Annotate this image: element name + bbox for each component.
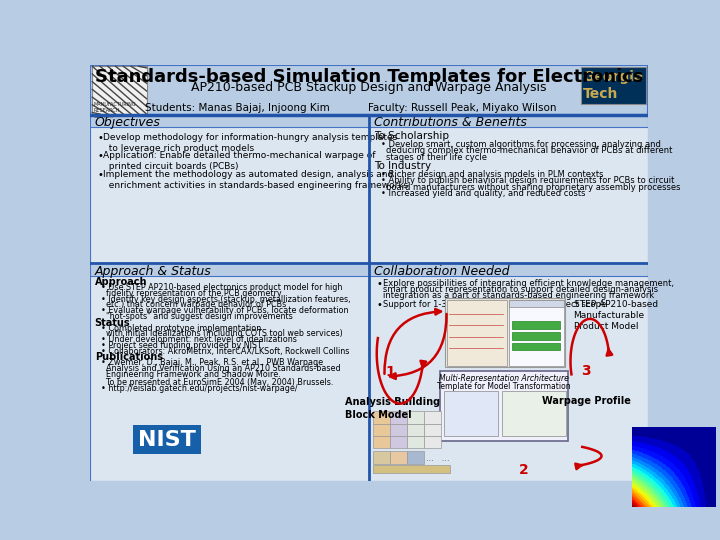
Bar: [424, 436, 441, 448]
Text: •: •: [98, 132, 104, 143]
Bar: [424, 423, 441, 436]
Bar: [407, 451, 424, 464]
Bar: [407, 423, 424, 436]
Bar: [581, 67, 646, 104]
Bar: [390, 451, 407, 464]
Text: • Richer design and analysis models in PLM contexts: • Richer design and analysis models in P…: [382, 170, 604, 179]
Text: • http://eislab.gatech.edu/projects/nist-warpage/: • http://eislab.gatech.edu/projects/nist…: [96, 383, 298, 393]
Bar: [369, 264, 648, 481]
Text: • Increased yield and quality, and reduced costs: • Increased yield and quality, and reduc…: [382, 189, 586, 198]
Bar: [369, 115, 648, 127]
Text: • Identify key design aspects (stackup, metallization features,: • Identify key design aspects (stackup, …: [96, 295, 351, 303]
Bar: [90, 65, 648, 115]
Text: etc.) that concern warpage behavior of PCBs: etc.) that concern warpage behavior of P…: [96, 300, 287, 309]
Text: 1: 1: [386, 365, 395, 379]
Text: Application: Enable detailed thermo-mechanical warpage of
  printed circuit boar: Application: Enable detailed thermo-mech…: [103, 151, 376, 171]
Text: 3: 3: [581, 363, 591, 377]
Bar: [90, 115, 369, 264]
Bar: [512, 321, 560, 329]
Bar: [503, 392, 566, 436]
Bar: [369, 264, 648, 276]
Bar: [90, 264, 369, 276]
Bar: [369, 115, 648, 264]
Text: NIST: NIST: [138, 430, 196, 450]
Text: • Develop smart, custom algorithms for processing, analyzing and: • Develop smart, custom algorithms for p…: [382, 140, 661, 149]
Bar: [512, 343, 560, 350]
Text: AP210-based PCB Stackup Design and Warpage Analysis: AP210-based PCB Stackup Design and Warpa…: [192, 81, 546, 94]
Text: Analysis and Verification Using an AP210 Standards-based: Analysis and Verification Using an AP210…: [96, 364, 341, 373]
Text: Status: Status: [94, 318, 130, 328]
Bar: [92, 66, 147, 114]
Bar: [90, 115, 369, 127]
Text: Engineering Framework and Shadow Moire.: Engineering Framework and Shadow Moire.: [96, 370, 281, 379]
Text: Template for Model Transformation: Template for Model Transformation: [437, 382, 571, 391]
Text: • Under development: next level of idealizations: • Under development: next level of ideal…: [96, 335, 297, 344]
Text: • Collaborators: AkroMetrix, InterCAX/LKSoft, Rockwell Collins: • Collaborators: AkroMetrix, InterCAX/LK…: [96, 347, 350, 356]
Bar: [512, 332, 560, 340]
Text: To Scholarship: To Scholarship: [374, 131, 449, 141]
Text: stages of their life cycle: stages of their life cycle: [386, 153, 487, 161]
Text: Multi-Representation Architecture: Multi-Representation Architecture: [439, 374, 569, 383]
Text: 2: 2: [519, 463, 529, 477]
Text: Collaboration Needed: Collaboration Needed: [374, 265, 509, 278]
Text: •: •: [98, 170, 104, 179]
Bar: [373, 451, 390, 464]
Text: smart product representation to support detailed design-analysis: smart product representation to support …: [383, 285, 658, 294]
Bar: [373, 423, 390, 436]
Text: Warpage Profile: Warpage Profile: [541, 396, 631, 406]
Bar: [373, 411, 390, 423]
Bar: [441, 372, 568, 441]
Text: Faculty: Russell Peak, Miyako Wilson: Faculty: Russell Peak, Miyako Wilson: [368, 103, 557, 113]
Text: Support for 1-3 students depending on project scope: Support for 1-3 students depending on pr…: [383, 300, 606, 309]
Bar: [424, 411, 441, 423]
Text: Develop methodology for information-hungry analysis templates
  to leverage rich: Develop methodology for information-hung…: [103, 132, 397, 153]
Bar: [445, 298, 565, 367]
Text: integration as a part of standards-based engineering framework: integration as a part of standards-based…: [383, 291, 654, 300]
Bar: [407, 436, 424, 448]
Bar: [508, 300, 564, 366]
Text: with initial idealizations (including COTS tool web services): with initial idealizations (including CO…: [96, 329, 343, 338]
Text: • Evaluate warpage vulnerability of PCBs, locate deformation: • Evaluate warpage vulnerability of PCBs…: [96, 306, 348, 315]
Text: Implement the methodology as automated design, analysis and
  enrichment activit: Implement the methodology as automated d…: [103, 170, 408, 190]
Bar: [444, 392, 498, 436]
Text: •: •: [98, 151, 104, 161]
Text: To be presented at EuroSimE 2004 (May, 2004) Brussels.: To be presented at EuroSimE 2004 (May, 2…: [96, 378, 333, 387]
Bar: [446, 300, 507, 366]
Text: Approach: Approach: [94, 278, 147, 287]
Text: 3: 3: [635, 462, 644, 475]
Text: "hot-spots" and suggest design improvements: "hot-spots" and suggest design improveme…: [96, 312, 293, 321]
Bar: [373, 436, 390, 448]
Text: •: •: [377, 300, 382, 309]
Text: Publications: Publications: [94, 353, 163, 362]
Text: Standards-based Simulation Templates for Electronics: Standards-based Simulation Templates for…: [95, 68, 643, 86]
Text: Contributions & Benefits: Contributions & Benefits: [374, 117, 526, 130]
Text: fidelity representation of the PCB geometry: fidelity representation of the PCB geome…: [96, 289, 282, 298]
Text: Georgia
Tech: Georgia Tech: [582, 70, 644, 101]
Text: Objectives: Objectives: [94, 117, 161, 130]
Bar: [407, 411, 424, 423]
Text: MANUFACTURING
RESEARCH
CENTER: MANUFACTURING RESEARCH CENTER: [94, 102, 137, 119]
Text: STEP AP210-based
Manufacturable
Product Model: STEP AP210-based Manufacturable Product …: [574, 300, 658, 331]
Text: • Zwemer, D., Bajaj, M., Peak, R.S. et al., PWB Warpage: • Zwemer, D., Bajaj, M., Peak, R.S. et a…: [96, 358, 323, 367]
Text: Analysis Building
Block Model: Analysis Building Block Model: [345, 397, 440, 420]
Text: • Completed prototype implementation: • Completed prototype implementation: [96, 323, 261, 333]
Text: Explore possibilities of integrating efficient knowledge management,: Explore possibilities of integrating eff…: [383, 279, 674, 288]
Bar: [390, 411, 407, 423]
Text: Approach & Status: Approach & Status: [94, 265, 212, 278]
Bar: [90, 264, 369, 481]
Bar: [390, 436, 407, 448]
Bar: [508, 300, 564, 307]
Bar: [373, 465, 451, 473]
Bar: [132, 425, 201, 455]
Text: deducing complex thermo-mechanical behavior of PCBs at different: deducing complex thermo-mechanical behav…: [386, 146, 672, 156]
Text: To Industry: To Industry: [374, 161, 431, 171]
Text: •: •: [377, 279, 382, 289]
Text: board manufacturers without sharing proprietary assembly processes: board manufacturers without sharing prop…: [386, 183, 680, 192]
Text: Students: Manas Bajaj, Injoong Kim: Students: Manas Bajaj, Injoong Kim: [145, 103, 330, 113]
Text: • Ability to publish behavioral design requirements for PCBs to circuit: • Ability to publish behavioral design r…: [382, 177, 675, 185]
Bar: [390, 423, 407, 436]
Text: ...   ...: ... ...: [426, 455, 449, 463]
Text: • Project seed funding provided by NIST: • Project seed funding provided by NIST: [96, 341, 262, 350]
Text: • Use STEP AP210-based electronics product model for high: • Use STEP AP210-based electronics produ…: [96, 283, 343, 292]
